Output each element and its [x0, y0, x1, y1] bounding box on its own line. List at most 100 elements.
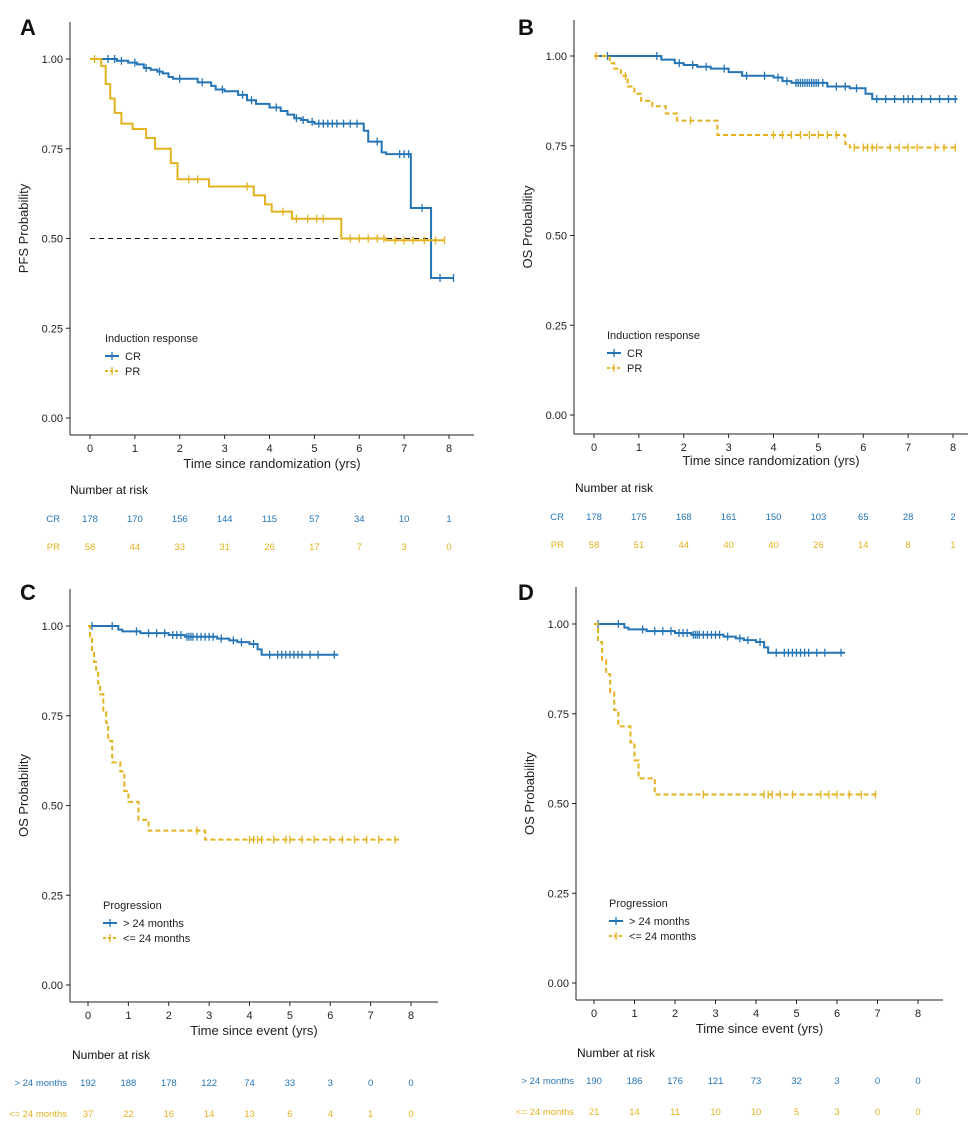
y-tick-label: 0.25 — [546, 320, 567, 332]
legend-title: Progression — [103, 900, 162, 912]
risk-count: 8 — [905, 540, 910, 551]
risk-count: 103 — [810, 512, 826, 523]
x-tick-label: 6 — [356, 443, 362, 455]
risk-count: 144 — [217, 514, 233, 525]
risk-count: 26 — [813, 540, 824, 551]
risk-count: 0 — [875, 1076, 880, 1087]
panel-d: D 0.00 0.25 0.50 0.75 1.00 0 1 2 3 4 5 6 7 8 Time since… — [516, 580, 943, 1118]
x-tick-label: 3 — [206, 1010, 212, 1022]
y-tick-label: 0.75 — [42, 144, 63, 156]
risk-count: 178 — [82, 514, 98, 525]
risk-count: 1 — [446, 514, 451, 525]
risk-table-title: Number at risk — [72, 1048, 151, 1062]
risk-count: 37 — [83, 1109, 94, 1120]
x-tick-label: 3 — [712, 1008, 718, 1020]
risk-count: 6 — [287, 1109, 292, 1120]
risk-table-title: Number at risk — [70, 483, 149, 497]
y-tick-label: 1.00 — [42, 621, 63, 633]
legend-entry: CR — [627, 348, 643, 360]
risk-count: 58 — [85, 542, 96, 553]
risk-count: 178 — [586, 512, 602, 523]
y-tick-label: 0.00 — [42, 413, 63, 425]
legend-title: Induction response — [607, 330, 700, 342]
legend-entry: PR — [627, 363, 642, 375]
risk-count: 34 — [354, 514, 365, 525]
x-tick-label: 8 — [950, 442, 956, 454]
x-tick-label: 8 — [915, 1008, 921, 1020]
risk-count: 22 — [123, 1109, 134, 1120]
x-tick-label: 5 — [793, 1008, 799, 1020]
risk-count: 188 — [120, 1078, 136, 1089]
risk-count: 14 — [629, 1107, 640, 1118]
risk-count: 1 — [368, 1109, 373, 1120]
risk-count: 10 — [751, 1107, 762, 1118]
panel-c: C 0.00 0.25 0.50 0.75 1.00 0 1 2 3 4 5 6 7 8 Time since… — [9, 580, 438, 1120]
legend-title: Induction response — [105, 333, 198, 345]
x-axis-label: Time since event (yrs) — [190, 1023, 317, 1038]
risk-count: 17 — [309, 542, 320, 553]
risk-table-title: Number at risk — [575, 481, 654, 495]
x-tick-label: 0 — [591, 442, 597, 454]
risk-count: 0 — [915, 1107, 920, 1118]
risk-count: 14 — [858, 540, 869, 551]
risk-count: 170 — [127, 514, 143, 525]
risk-count: 26 — [264, 542, 275, 553]
risk-count: 44 — [130, 542, 141, 553]
y-tick-label: 0.50 — [42, 801, 63, 813]
risk-count: 0 — [915, 1076, 920, 1087]
risk-row-label: CR — [550, 512, 564, 523]
y-axis-label: OS Probability — [16, 753, 31, 837]
x-tick-label: 4 — [753, 1008, 759, 1020]
risk-count: 178 — [161, 1078, 177, 1089]
risk-row-label: <= 24 months — [9, 1109, 67, 1120]
risk-row-label: > 24 months — [14, 1078, 67, 1089]
risk-count: 0 — [875, 1107, 880, 1118]
risk-count: 11 — [670, 1107, 680, 1118]
legend-entry: > 24 months — [123, 918, 184, 930]
legend-title: Progression — [609, 898, 668, 910]
y-axis-label: OS Probability — [520, 185, 535, 269]
risk-count: 122 — [201, 1078, 217, 1089]
y-tick-label: 0.50 — [42, 234, 63, 246]
survival-curve-group2 — [594, 623, 878, 796]
x-tick-label: 1 — [631, 1008, 637, 1020]
panel-label: C — [20, 580, 36, 605]
legend-entry: <= 24 months — [629, 931, 697, 943]
x-tick-label: 0 — [87, 443, 93, 455]
risk-count: 115 — [262, 514, 277, 525]
risk-count: 10 — [399, 514, 410, 525]
panel-b: B 0.00 0.25 0.50 0.75 1.00 0 1 2 3 4 5 6 7 8 Time since… — [518, 15, 968, 551]
risk-count: 0 — [408, 1109, 413, 1120]
x-tick-label: 7 — [401, 443, 407, 455]
y-tick-label: 0.75 — [546, 141, 567, 153]
x-tick-label: 6 — [860, 442, 866, 454]
y-tick-label: 0.00 — [546, 410, 567, 422]
risk-count: 121 — [708, 1076, 724, 1087]
risk-count: 186 — [627, 1076, 643, 1087]
y-tick-label: 0.25 — [42, 323, 63, 335]
x-tick-label: 0 — [85, 1010, 91, 1022]
risk-count: 74 — [244, 1078, 255, 1089]
x-tick-label: 8 — [408, 1010, 414, 1022]
x-tick-label: 1 — [636, 442, 642, 454]
survival-curve-group1 — [90, 58, 454, 279]
x-tick-label: 7 — [905, 442, 911, 454]
x-tick-label: 1 — [132, 443, 138, 455]
survival-curve-group1 — [594, 623, 846, 654]
risk-count: 3 — [401, 542, 406, 553]
survival-curve-group2 — [594, 55, 958, 149]
legend-entry: > 24 months — [629, 916, 690, 928]
x-tick-label: 3 — [222, 443, 228, 455]
survival-curve-group1 — [594, 55, 958, 101]
x-tick-label: 4 — [246, 1010, 252, 1022]
risk-count: 33 — [285, 1078, 296, 1089]
y-tick-label: 0.50 — [546, 231, 567, 243]
x-tick-label: 8 — [446, 443, 452, 455]
risk-count: 31 — [219, 542, 230, 553]
risk-count: 32 — [791, 1076, 802, 1087]
y-tick-label: 0.00 — [42, 980, 63, 992]
x-axis-label: Time since randomization (yrs) — [682, 453, 859, 468]
risk-count: 0 — [368, 1078, 373, 1089]
